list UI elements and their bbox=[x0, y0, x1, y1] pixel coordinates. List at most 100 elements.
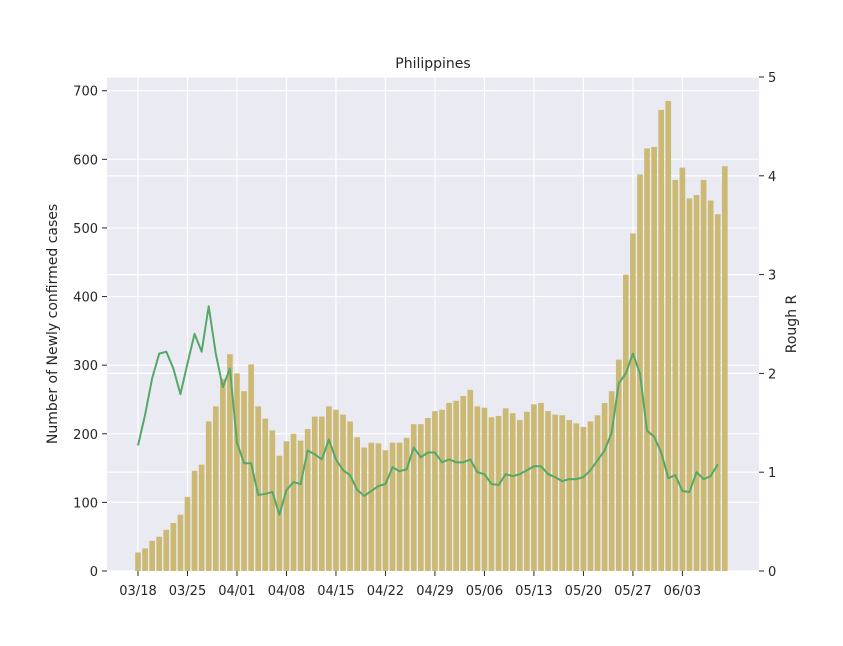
bar bbox=[481, 407, 488, 571]
bar bbox=[665, 101, 672, 571]
bar bbox=[417, 424, 424, 571]
bar bbox=[241, 391, 247, 571]
y-tick-label: 500 bbox=[73, 222, 98, 237]
bar bbox=[297, 440, 304, 571]
y2-tick-label: 2 bbox=[768, 367, 776, 382]
bar bbox=[474, 406, 481, 571]
bar bbox=[439, 409, 445, 571]
y-tick-label: 300 bbox=[73, 359, 98, 374]
bar bbox=[566, 420, 573, 571]
bar bbox=[594, 415, 601, 571]
x-tick-label: 05/13 bbox=[515, 584, 552, 599]
y2-tick-label: 5 bbox=[768, 71, 776, 86]
bar bbox=[340, 414, 346, 571]
x-tick-label: 05/06 bbox=[466, 584, 503, 599]
bar bbox=[672, 179, 679, 571]
axes: 0 100 200 300 400 500 600 700 0 1 2 3 4 5 03/18 03/25 04… bbox=[73, 71, 776, 599]
bar bbox=[679, 167, 686, 572]
bar bbox=[601, 402, 608, 571]
y2-axis-label: Rough R bbox=[784, 294, 800, 353]
bar bbox=[502, 408, 509, 571]
x-tick-label: 05/27 bbox=[614, 584, 651, 599]
chart-title: Philippines bbox=[395, 56, 470, 72]
bar bbox=[403, 437, 410, 571]
bar bbox=[170, 522, 177, 571]
bar bbox=[212, 406, 219, 571]
bar bbox=[234, 373, 240, 571]
bar bbox=[311, 416, 318, 571]
x-tick-label: 03/25 bbox=[169, 584, 206, 599]
bar bbox=[163, 529, 170, 571]
bar bbox=[587, 421, 594, 571]
bar bbox=[721, 166, 728, 571]
x-tick-label: 04/08 bbox=[268, 584, 305, 599]
bar bbox=[467, 389, 474, 571]
bar bbox=[198, 464, 205, 571]
bar bbox=[205, 421, 212, 571]
bar bbox=[644, 148, 650, 571]
bar bbox=[290, 433, 297, 571]
bar bbox=[255, 406, 262, 571]
bar bbox=[573, 423, 580, 571]
x-tick-label: 06/03 bbox=[664, 584, 701, 599]
bar bbox=[191, 470, 198, 571]
bar bbox=[552, 414, 558, 571]
bar bbox=[580, 426, 587, 571]
bar bbox=[559, 415, 566, 571]
bar bbox=[333, 409, 339, 571]
bar bbox=[516, 420, 523, 571]
y-tick-label: 0 bbox=[90, 565, 98, 580]
bar bbox=[693, 195, 700, 571]
x-tick-label: 04/22 bbox=[367, 584, 404, 599]
y2-tick-label: 1 bbox=[768, 466, 776, 481]
bar bbox=[177, 514, 184, 571]
y-axis-label: Number of Newly confirmed cases bbox=[45, 204, 61, 444]
x-tick-label: 04/29 bbox=[416, 584, 453, 599]
bar bbox=[608, 391, 615, 571]
bar bbox=[368, 442, 375, 571]
y-tick-label: 100 bbox=[73, 496, 98, 511]
x-tick-label: 04/15 bbox=[317, 584, 354, 599]
bar bbox=[460, 396, 467, 571]
bar bbox=[156, 536, 163, 571]
y2-tick-label: 3 bbox=[768, 269, 776, 284]
bar bbox=[707, 200, 714, 571]
bar bbox=[651, 146, 657, 571]
y-tick-label: 700 bbox=[73, 85, 98, 100]
bar bbox=[396, 442, 403, 571]
bar bbox=[389, 442, 396, 571]
bar bbox=[304, 428, 311, 571]
y-tick-label: 200 bbox=[73, 428, 98, 443]
bar bbox=[615, 359, 622, 571]
bar bbox=[538, 402, 544, 571]
bar bbox=[269, 430, 276, 571]
bar bbox=[361, 447, 368, 571]
x-tick-label: 04/01 bbox=[218, 584, 255, 599]
bar bbox=[347, 421, 353, 571]
y2-tick-label: 0 bbox=[768, 565, 776, 580]
bar bbox=[410, 424, 417, 571]
bar bbox=[135, 552, 141, 571]
bar bbox=[630, 233, 636, 571]
y-tick-label: 400 bbox=[73, 291, 98, 306]
x-tick-label: 05/20 bbox=[565, 584, 602, 599]
bar bbox=[432, 411, 438, 571]
bar bbox=[623, 274, 629, 571]
x-tick-label: 03/18 bbox=[119, 584, 156, 599]
bar bbox=[495, 415, 502, 571]
bar bbox=[658, 109, 665, 571]
bar bbox=[488, 417, 495, 571]
bar bbox=[524, 411, 530, 571]
bar bbox=[318, 416, 325, 571]
bar bbox=[142, 548, 148, 571]
line-series bbox=[137, 305, 719, 516]
bar bbox=[453, 400, 459, 571]
bar bbox=[714, 214, 721, 571]
bar bbox=[531, 404, 537, 571]
y2-tick-label: 4 bbox=[768, 170, 776, 185]
bar bbox=[425, 417, 431, 571]
bar bbox=[227, 354, 233, 571]
y-tick-label: 600 bbox=[73, 153, 98, 168]
